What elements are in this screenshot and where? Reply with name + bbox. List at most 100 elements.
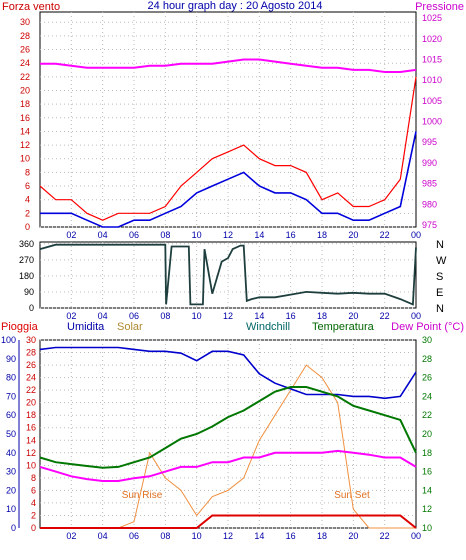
sunrise-annotation: Sun Rise [122, 490, 163, 501]
temperature-tick-label: 20 [422, 429, 432, 439]
humidity-tick-label: 50 [6, 429, 16, 439]
temperature-tick-label: 30 [422, 335, 432, 345]
pressure-tick-label: 1015 [422, 55, 442, 65]
temperature-tick-label: 26 [422, 373, 432, 383]
x-tick-label: 04 [98, 230, 108, 240]
x-tick-label: 08 [160, 311, 170, 321]
rain-label: Pioggia [1, 321, 39, 333]
pressure-line [40, 58, 417, 73]
wind-tick-label: 8 [25, 167, 30, 177]
wind-tick-label: 24 [20, 58, 30, 68]
x-tick-label: 16 [286, 311, 296, 321]
x-tick-label: 20 [348, 311, 358, 321]
temperature-tick-label: 16 [422, 467, 432, 477]
humidity-tick-label: 80 [6, 373, 16, 383]
wind-tick-label: 18 [20, 99, 30, 109]
humidity-tick-label: 40 [6, 448, 16, 458]
x-tick-label: 18 [317, 311, 327, 321]
pressure-tick-label: 1000 [422, 117, 442, 127]
x-tick-label: 00 [411, 531, 421, 541]
x-tick-label: 04 [98, 531, 108, 541]
x-tick-label: 08 [160, 230, 170, 240]
temperature-tick-label: 10 [422, 523, 432, 533]
compass-label: S [436, 271, 443, 283]
sunset-annotation: Sun Set [334, 490, 370, 501]
rain-tick-label: 2 [31, 510, 36, 520]
x-tick-label: 14 [254, 311, 264, 321]
humidity-tick-label: 70 [6, 391, 16, 401]
temperature-tick-label: 18 [422, 448, 432, 458]
x-tick-label: 14 [254, 531, 264, 541]
x-tick-label: 08 [160, 531, 170, 541]
pressure-tick-label: 990 [422, 158, 437, 168]
wind-gust-line [40, 131, 417, 228]
x-tick-label: 06 [129, 311, 139, 321]
humidity-label: Umidita [67, 321, 105, 333]
rain-tick-label: 12 [26, 448, 36, 458]
solar-line [40, 364, 416, 529]
rain-line [40, 514, 417, 529]
pressure-tick-label: 1010 [422, 75, 442, 85]
x-tick-label: 04 [98, 311, 108, 321]
x-tick-label: 00 [411, 230, 421, 240]
x-tick-label: 18 [317, 531, 327, 541]
temperature-tick-label: 22 [422, 410, 432, 420]
rain-tick-label: 6 [31, 485, 36, 495]
wind-tick-label: 4 [25, 195, 30, 205]
compass-label: W [436, 255, 447, 267]
humidity-tick-label: 0 [11, 523, 16, 533]
rain-tick-label: 26 [26, 360, 36, 370]
compass-label: N [436, 239, 444, 251]
x-tick-label: 16 [286, 230, 296, 240]
humidity-tick-label: 100 [1, 335, 16, 345]
wind-tick-label: 22 [20, 72, 30, 82]
pressure-tick-label: 995 [422, 137, 437, 147]
direction-tick-label: 90 [24, 287, 34, 297]
wind-tick-label: 14 [20, 126, 30, 136]
wind-tick-label: 28 [20, 31, 30, 41]
humidity-tick-label: 10 [6, 504, 16, 514]
wind-tick-label: 0 [25, 222, 30, 232]
wind-tick-label: 30 [20, 17, 30, 27]
x-tick-label: 12 [223, 230, 233, 240]
x-tick-label: 10 [192, 531, 202, 541]
x-tick-label: 06 [129, 230, 139, 240]
temperature-line [39, 386, 417, 469]
x-tick-label: 02 [66, 531, 76, 541]
wind-axis-label: Forza vento [2, 1, 60, 13]
pressure-tick-label: 1005 [422, 96, 442, 106]
rain-tick-label: 4 [31, 498, 36, 508]
rain-tick-label: 20 [26, 398, 36, 408]
wind-speed-line [39, 76, 417, 221]
rain-tick-label: 18 [26, 410, 36, 420]
wind-direction-line [39, 243, 417, 306]
wind-tick-label: 16 [20, 113, 30, 123]
x-tick-label: 14 [254, 230, 264, 240]
x-tick-label: 22 [380, 531, 390, 541]
x-tick-label: 02 [66, 311, 76, 321]
pressure-axis-label: Pressione [415, 1, 464, 13]
direction-tick-label: 180 [19, 271, 34, 281]
wind-tick-label: 10 [20, 154, 30, 164]
temperature-label: Temperatura [312, 321, 375, 333]
wind-tick-label: 20 [20, 85, 30, 95]
rain-tick-label: 10 [26, 460, 36, 470]
wind-tick-label: 6 [25, 181, 30, 191]
x-tick-label: 10 [192, 230, 202, 240]
pressure-tick-label: 985 [422, 179, 437, 189]
x-tick-label: 20 [348, 531, 358, 541]
x-tick-label: 02 [66, 230, 76, 240]
direction-tick-label: 360 [19, 239, 34, 249]
rain-tick-label: 0 [31, 523, 36, 533]
pressure-tick-label: 1020 [422, 34, 442, 44]
rain-tick-label: 30 [26, 335, 36, 345]
rain-tick-label: 16 [26, 423, 36, 433]
x-tick-label: 12 [223, 311, 233, 321]
humidity-tick-label: 20 [6, 485, 16, 495]
x-tick-label: 22 [380, 230, 390, 240]
wind-tick-label: 2 [25, 208, 30, 218]
x-tick-label: 12 [223, 531, 233, 541]
humidity-tick-label: 30 [6, 467, 16, 477]
